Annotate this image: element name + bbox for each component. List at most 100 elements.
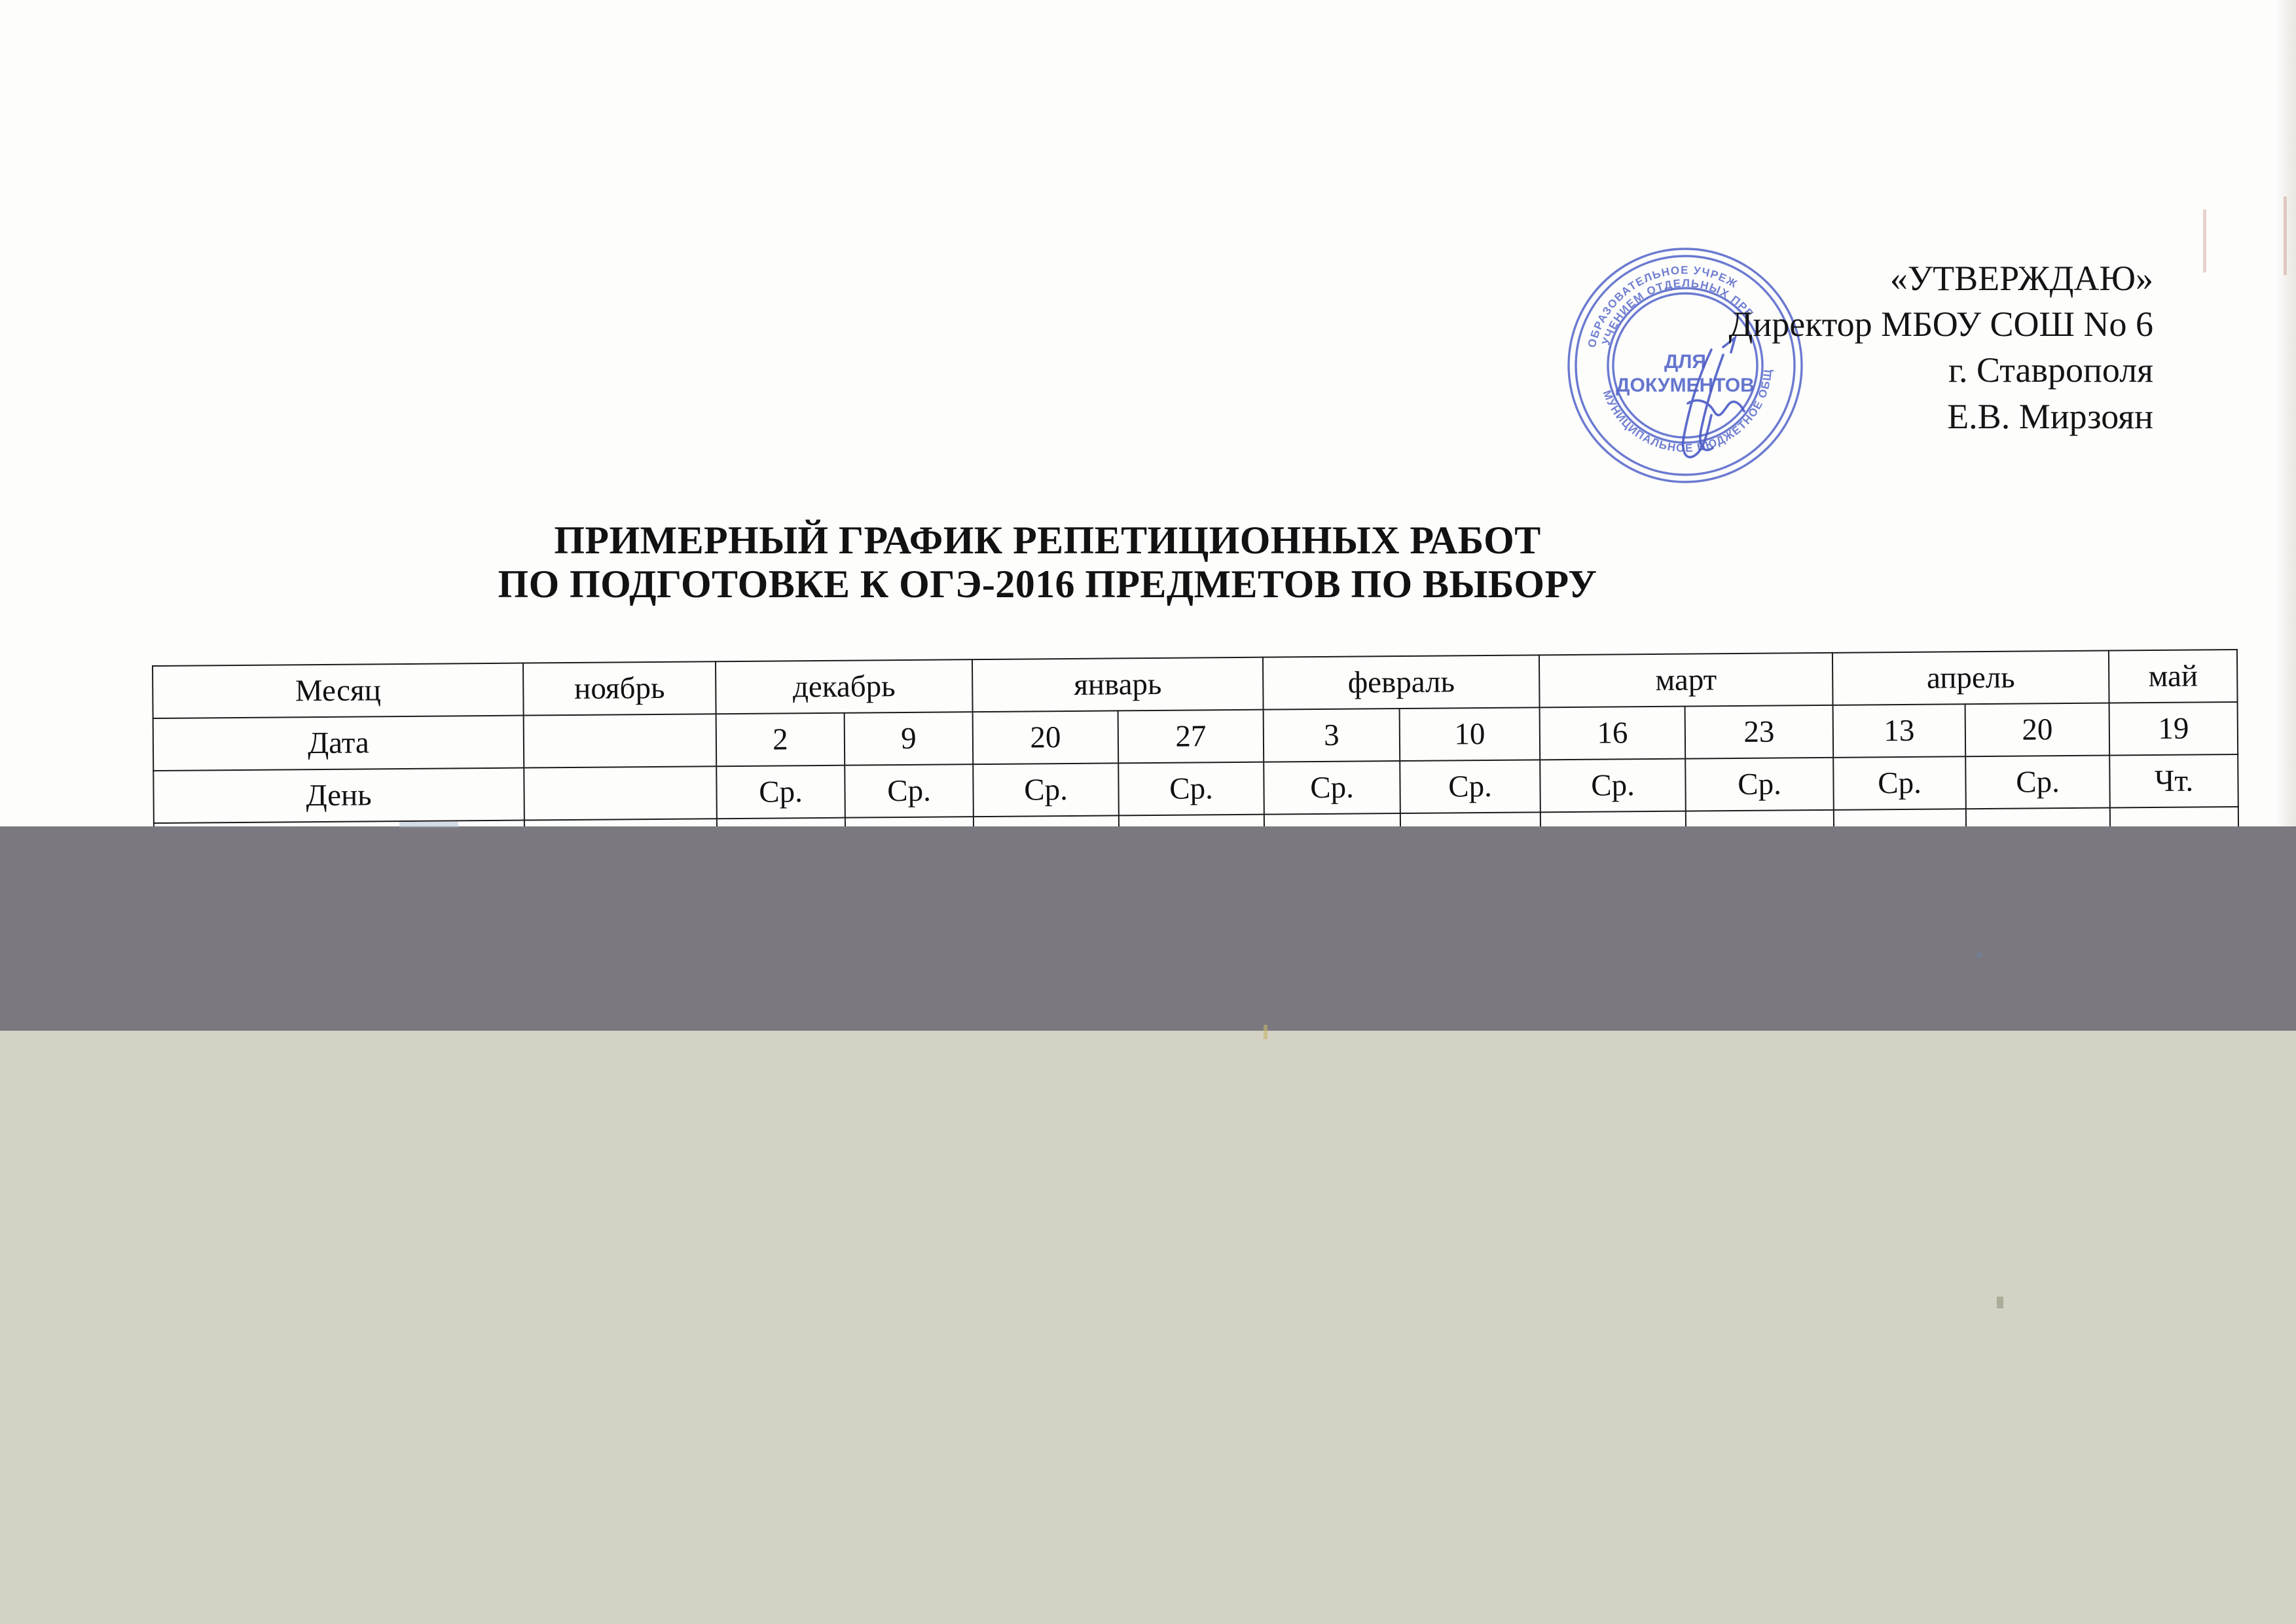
month-header-cell: февраль xyxy=(1262,655,1540,710)
date-cell: 9 xyxy=(844,712,974,766)
subject-header-spacer-cell xyxy=(1400,812,1541,866)
month-header-cell: апрель xyxy=(1832,650,2109,705)
month-header-cell: ноябрь xyxy=(522,661,716,716)
schedule-mark-cell: + xyxy=(720,1327,850,1380)
table-row: Иностранный язык + + + xyxy=(156,1225,2242,1333)
schedule-mark-cell: + xyxy=(1541,915,1687,970)
schedule-empty-cell xyxy=(2112,1068,2241,1122)
plus-mark-icon: + xyxy=(2030,1077,2050,1114)
schedule-empty-cell xyxy=(2113,1225,2242,1317)
schedule-empty-cell xyxy=(1542,1125,1689,1179)
subject-label-cell: Биология xyxy=(156,1134,528,1190)
schedule-table-container: Месяц ноябрь декабрь январь февраль март апрел… xyxy=(152,649,2243,1385)
schedule-empty-cell xyxy=(527,1238,721,1330)
plus-mark-icon: + xyxy=(1184,1135,1204,1173)
schedule-mark-cell: + xyxy=(1122,1323,1269,1377)
plus-mark-icon: + xyxy=(1463,1134,1483,1171)
schedule-empty-cell xyxy=(1266,1023,1403,1077)
page-title: ПРИМЕРНЫЙ ГРАФИК РЕПЕТИЦИОННЫХ РАБОТ ПО … xyxy=(0,519,2095,606)
schedule-empty-cell xyxy=(1544,1320,1690,1374)
schedule-mark-cell: + xyxy=(1402,1126,1544,1181)
day-cell: Чт. xyxy=(2109,754,2238,808)
schedule-mark-cell: + xyxy=(2112,1120,2242,1175)
subject-header-spacer-cell xyxy=(973,815,1120,870)
schedule-empty-cell xyxy=(2111,911,2240,965)
date-cell: 19 xyxy=(2109,701,2238,756)
schedule-mark-cell: + xyxy=(1404,1321,1545,1375)
plus-mark-icon: + xyxy=(2029,867,2049,904)
schedule-mark-cell: + xyxy=(974,920,1120,974)
schedule-mark-cell: + xyxy=(1967,965,2112,1019)
day-cell: Ср. xyxy=(973,763,1119,817)
schedule-empty-cell xyxy=(2113,1173,2242,1227)
date-cell: 10 xyxy=(1399,707,1540,762)
schedule-empty-cell xyxy=(1836,1228,1970,1320)
plus-mark-icon: + xyxy=(1891,920,1910,958)
plus-mark-icon: + xyxy=(1462,976,1482,1014)
schedule-empty-cell xyxy=(1403,1231,1544,1323)
schedule-empty-cell xyxy=(976,1234,1123,1326)
date-cell xyxy=(523,714,717,768)
plus-mark-icon: + xyxy=(1465,1328,1484,1365)
schedule-empty-cell xyxy=(974,972,1121,1027)
schedule-mark-cell: + xyxy=(1121,1076,1267,1130)
plus-mark-icon: + xyxy=(774,1191,793,1228)
schedule-empty-cell xyxy=(527,1185,720,1240)
subject-header-spacer-cell xyxy=(845,817,974,870)
schedule-mark-cell: + xyxy=(1120,1024,1267,1078)
schedule-mark-cell: + xyxy=(1969,1316,2115,1371)
plus-mark-icon: + xyxy=(773,929,792,967)
plus-mark-icon: + xyxy=(775,1333,795,1371)
schedule-empty-cell xyxy=(1403,1179,1544,1233)
schedule-empty-cell xyxy=(845,869,975,923)
day-cell xyxy=(524,766,717,821)
day-cell: Ср. xyxy=(845,764,974,818)
plus-mark-icon: + xyxy=(1753,1131,1772,1168)
schedule-mark-cell: + xyxy=(1967,1017,2113,1071)
schedule-empty-cell xyxy=(1688,1228,1838,1321)
plus-mark-icon: + xyxy=(1184,1031,1203,1068)
schedule-mark-cell: + xyxy=(1121,1128,1267,1183)
schedule-mark-cell: + xyxy=(1834,913,1967,967)
plus-mark-icon: + xyxy=(901,980,920,1018)
schedule-mark-cell: + xyxy=(1688,1071,1836,1126)
subject-label-line: Иностранный xyxy=(251,1240,433,1276)
plus-mark-icon: + xyxy=(2030,1024,2049,1061)
schedule-empty-cell xyxy=(1121,1233,1268,1325)
schedule-empty-cell xyxy=(1967,912,2111,967)
schedule-empty-cell xyxy=(1836,1123,1969,1177)
date-cell: 27 xyxy=(1118,709,1264,764)
schedule-empty-cell xyxy=(1542,1020,1688,1075)
plus-mark-icon: + xyxy=(903,1261,922,1299)
approval-line-city: г. Ставрополя xyxy=(1948,350,2153,390)
schedule-empty-cell xyxy=(1267,1322,1405,1376)
plus-mark-icon: + xyxy=(902,1033,920,1071)
plus-mark-icon: + xyxy=(1752,1026,1772,1063)
subject-header-spacer-cell xyxy=(1685,809,1834,864)
plus-mark-icon: + xyxy=(2031,1129,2050,1166)
month-header-cell: март xyxy=(1539,652,1833,708)
header-label-month: Месяц xyxy=(153,663,524,718)
schedule-mark-cell: + xyxy=(718,922,847,976)
schedule-mark-cell: + xyxy=(720,1184,848,1238)
plus-mark-icon: + xyxy=(2167,1128,2187,1165)
day-cell: Ср. xyxy=(1400,760,1540,814)
subject-label-cell: Информатика xyxy=(157,1329,529,1385)
schedule-empty-cell xyxy=(717,870,847,924)
month-header-cell: декабрь xyxy=(715,659,973,714)
plus-mark-icon: + xyxy=(1326,1258,1345,1295)
schedule-mark-cell: + xyxy=(847,1026,976,1080)
header-label-date: Дата xyxy=(153,715,524,771)
schedule-mark-cell: + xyxy=(1265,918,1402,972)
header-label-day: День xyxy=(153,767,524,823)
schedule-empty-cell xyxy=(1835,1018,1969,1072)
schedule-mark-cell: + xyxy=(1686,862,1835,916)
plus-mark-icon: + xyxy=(1752,1079,1772,1116)
schedule-empty-cell xyxy=(524,871,718,925)
schedule-mark-cell: + xyxy=(1966,860,2111,914)
plus-mark-icon: + xyxy=(1186,1330,1205,1368)
schedule-empty-cell xyxy=(525,976,719,1030)
subject-header-spacer-cell xyxy=(716,817,846,872)
subject-header-spacer-cell xyxy=(1540,811,1686,865)
schedule-mark-cell: + xyxy=(1688,1176,1837,1230)
